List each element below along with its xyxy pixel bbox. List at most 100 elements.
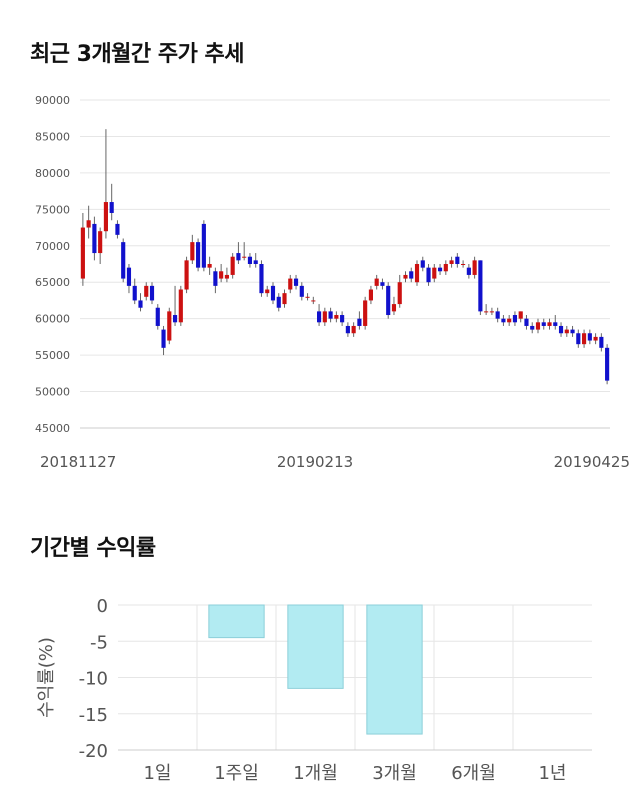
- y-tick-label: -5: [90, 632, 108, 653]
- candle-body: [576, 333, 581, 345]
- candle-body: [328, 311, 333, 319]
- candle-body: [126, 267, 132, 286]
- candle-body: [259, 264, 264, 294]
- y-tick-label: 55000: [35, 349, 70, 362]
- candle-body: [322, 311, 327, 323]
- y-tick-label: -20: [79, 741, 108, 762]
- candle-body: [547, 322, 552, 326]
- y-tick-label: 75000: [35, 203, 70, 216]
- x-tick-label: 1년: [538, 763, 566, 784]
- candle-body: [121, 242, 126, 279]
- candle-body: [201, 223, 206, 268]
- candle-body: [282, 293, 287, 305]
- x-tick-label: 1일: [143, 763, 171, 784]
- candle-body: [501, 318, 506, 323]
- candle-body: [196, 242, 201, 268]
- candle-body: [512, 315, 518, 323]
- candle-body: [391, 304, 397, 312]
- candle-body: [92, 223, 97, 254]
- candle-body: [541, 322, 546, 326]
- candle-body: [253, 260, 258, 264]
- candle-body: [138, 300, 143, 308]
- candle-body: [236, 253, 241, 261]
- candle-body: [207, 264, 212, 268]
- candle-body: [374, 278, 379, 286]
- candle-body: [593, 336, 598, 341]
- candle-body: [167, 311, 172, 341]
- candle-body: [149, 285, 155, 301]
- candle-body: [368, 289, 373, 301]
- candle-body: [351, 325, 356, 334]
- x-tick-label: 20190213: [277, 453, 353, 471]
- candle-body: [224, 274, 229, 279]
- candle-body: [98, 231, 103, 254]
- x-tick-label: 1개월: [293, 763, 338, 784]
- candle-body: [184, 260, 189, 290]
- candle-body: [86, 220, 91, 228]
- y-tick-label: 65000: [35, 276, 70, 289]
- candle-body: [242, 256, 247, 258]
- candle-body: [190, 242, 195, 261]
- candle-body: [103, 202, 108, 232]
- candle-body: [247, 256, 253, 264]
- y-tick-label: 45000: [35, 422, 70, 435]
- candle-body: [507, 318, 512, 323]
- candle-body: [558, 325, 564, 334]
- candle-body: [276, 296, 281, 308]
- y-tick-label: 90000: [35, 94, 70, 107]
- x-tick-label: 20181127: [40, 453, 116, 471]
- candle-body: [564, 329, 569, 334]
- candle-body: [530, 325, 535, 330]
- candlestick-chart: 90000 85000 80000 75000 70000 65000 60000 55000…: [35, 94, 630, 471]
- candle-body: [484, 311, 489, 313]
- candle-body: [582, 333, 587, 345]
- candle-body: [115, 223, 120, 235]
- candle-body: [587, 333, 592, 341]
- candle-body: [426, 267, 431, 283]
- y-tick-label: 85000: [35, 130, 70, 143]
- candle-body: [219, 271, 224, 279]
- candle-body: [172, 315, 178, 323]
- x-tick-label: 20190425: [554, 453, 630, 471]
- candle-body: [345, 325, 350, 334]
- y-tick-label: 0: [97, 596, 108, 617]
- candle-body: [409, 271, 414, 279]
- candle-body: [472, 260, 477, 275]
- y-tick-label: -10: [79, 669, 108, 690]
- candle-body: [386, 285, 391, 316]
- candle-body: [570, 329, 575, 334]
- candle-body: [403, 274, 408, 279]
- candle-body: [535, 322, 541, 330]
- candle-body: [288, 278, 293, 290]
- candle-body: [466, 267, 471, 275]
- candle-body: [213, 271, 218, 286]
- candle-body: [340, 315, 345, 323]
- candle-body: [270, 285, 276, 301]
- return-bar: [287, 604, 344, 689]
- candle-body: [489, 311, 494, 313]
- candle-body: [495, 311, 500, 319]
- candle-body: [311, 300, 316, 302]
- candle-body: [299, 285, 304, 297]
- candle-body: [265, 289, 270, 294]
- candle-body: [155, 307, 160, 326]
- candle-body: [599, 336, 604, 348]
- x-tick-label: 1주일: [214, 763, 259, 784]
- candle-body: [397, 282, 402, 305]
- candle-body: [293, 278, 299, 286]
- stock-trend-title: 최근 3개월간 주가 추세: [30, 42, 244, 67]
- candle-body: [432, 267, 437, 279]
- candle-body: [449, 260, 454, 264]
- candle-body: [80, 227, 85, 279]
- y-tick-label: -15: [79, 705, 108, 726]
- candle-body: [380, 282, 385, 286]
- candle-body: [420, 260, 425, 268]
- candle-body: [230, 256, 235, 275]
- candle-body: [553, 322, 558, 326]
- candle-body: [524, 318, 529, 326]
- candle-body: [317, 311, 322, 323]
- candle-body: [518, 311, 523, 319]
- x-tick-label: 3개월: [372, 763, 417, 784]
- candle-body: [357, 318, 362, 326]
